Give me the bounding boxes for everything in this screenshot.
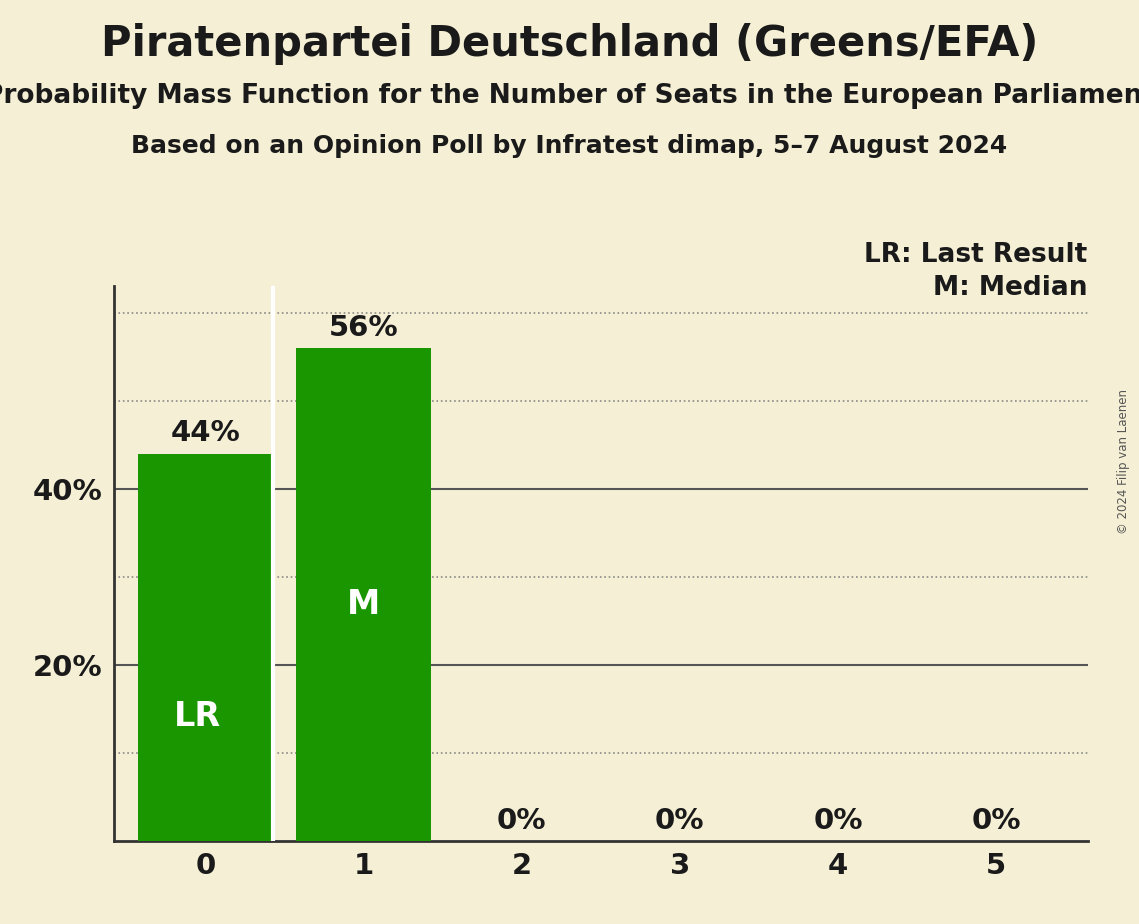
Text: Piratenpartei Deutschland (Greens/EFA): Piratenpartei Deutschland (Greens/EFA) (101, 23, 1038, 65)
Bar (296, 348, 431, 841)
Text: 44%: 44% (171, 419, 240, 447)
Text: 56%: 56% (329, 314, 399, 342)
Text: Probability Mass Function for the Number of Seats in the European Parliament: Probability Mass Function for the Number… (0, 83, 1139, 109)
Text: Based on an Opinion Poll by Infratest dimap, 5–7 August 2024: Based on an Opinion Poll by Infratest di… (131, 134, 1008, 158)
Text: 0%: 0% (813, 807, 862, 834)
Text: © 2024 Filip van Laenen: © 2024 Filip van Laenen (1117, 390, 1130, 534)
Text: 0%: 0% (972, 807, 1021, 834)
Text: M: M (347, 588, 380, 621)
Text: LR: LR (174, 700, 221, 734)
Text: LR: Last Result: LR: Last Result (865, 242, 1088, 268)
Text: M: Median: M: Median (933, 275, 1088, 301)
Bar (139, 454, 272, 841)
Text: 0%: 0% (655, 807, 705, 834)
Text: 0%: 0% (497, 807, 547, 834)
